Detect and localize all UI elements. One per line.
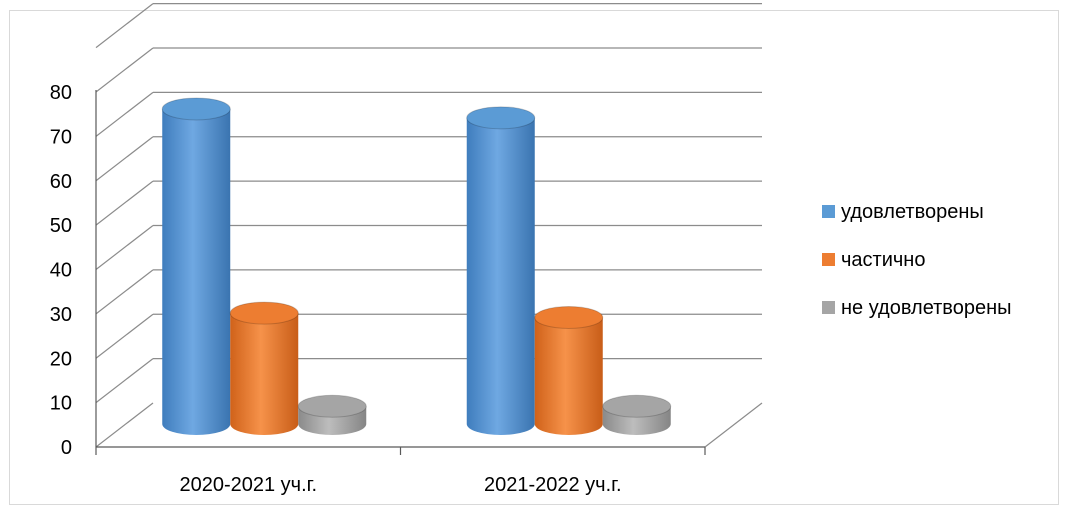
legend-label: частично bbox=[841, 249, 925, 271]
y-tick-label: 50 bbox=[50, 215, 72, 237]
wall-gridline bbox=[95, 313, 154, 359]
bar-top bbox=[229, 301, 299, 325]
y-tick-label: 40 bbox=[50, 260, 72, 282]
bar-не удовлетворены bbox=[297, 394, 367, 435]
wall-gridline bbox=[95, 269, 154, 315]
bar-top bbox=[534, 306, 604, 329]
y-tick-label: 20 bbox=[50, 348, 72, 370]
x-category-label: 2020-2021 уч.г. bbox=[179, 474, 317, 496]
wall-gridline bbox=[95, 91, 154, 137]
bar-удовлетворены bbox=[161, 97, 231, 435]
wall-gridline bbox=[95, 47, 154, 93]
legend-label: удовлетворены bbox=[841, 201, 984, 223]
chart-axes: 0 10 20 30 40 50 60 70 80 2020-2021 уч.г. 2021-202… bbox=[50, 82, 706, 496]
floor-edge bbox=[704, 402, 763, 448]
wall-gridline bbox=[95, 136, 154, 182]
legend-swatch bbox=[822, 205, 835, 218]
bar-body bbox=[230, 313, 299, 435]
chart-legend: удовлетворены частично не удовлетворены bbox=[822, 201, 1012, 319]
wall-gridline bbox=[95, 402, 154, 448]
wall-gridline bbox=[95, 358, 154, 404]
legend-swatch bbox=[822, 301, 835, 314]
bar-top bbox=[466, 106, 536, 130]
y-tick-label: 0 bbox=[61, 437, 72, 459]
y-tick-label: 10 bbox=[50, 393, 72, 415]
legend-label: не удовлетворены bbox=[841, 297, 1012, 319]
bar-body bbox=[162, 108, 231, 435]
wall-gridline bbox=[95, 3, 154, 49]
bar-частично bbox=[534, 306, 604, 435]
y-tick-label: 60 bbox=[50, 171, 72, 193]
legend-swatch bbox=[822, 253, 835, 266]
bar-удовлетворены bbox=[466, 106, 536, 435]
x-category-label: 2021-2022 уч.г. bbox=[484, 474, 622, 496]
y-tick-label: 30 bbox=[50, 304, 72, 326]
bar-top bbox=[161, 97, 231, 121]
bar-частично bbox=[229, 301, 299, 435]
chart-bars bbox=[161, 97, 672, 435]
y-tick-label: 70 bbox=[50, 126, 72, 148]
bar-body bbox=[534, 317, 603, 435]
bar-top bbox=[602, 394, 672, 418]
bar-top bbox=[297, 394, 367, 418]
chart-frame bbox=[9, 10, 1059, 505]
y-tick-label: 80 bbox=[50, 82, 72, 104]
wall-gridline bbox=[95, 180, 154, 226]
bar-body bbox=[466, 117, 535, 435]
bar-не удовлетворены bbox=[602, 394, 672, 435]
wall-gridline bbox=[95, 225, 154, 270]
